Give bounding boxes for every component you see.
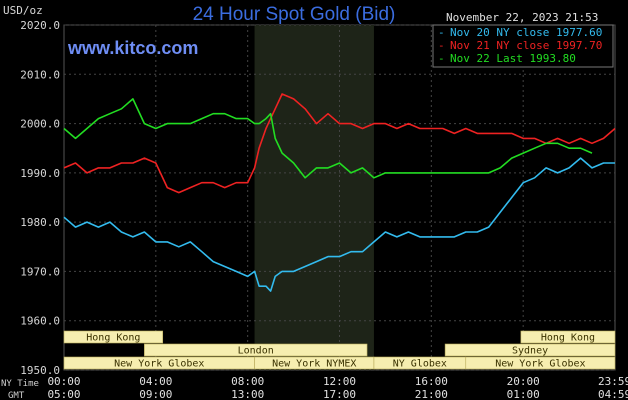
session-bar (444, 343, 616, 357)
session-bar (520, 330, 616, 344)
series-lines (63, 93, 616, 292)
legend-bullet-nov20: - (438, 26, 445, 39)
trading-sessions: Hong Kong Hong Kong London Sydney New York G… (63, 330, 616, 370)
session-label: New York NYMEX (272, 359, 356, 370)
y-tick-label: 1970.0 (20, 265, 60, 278)
y-axis-unit-label: USD/oz (3, 4, 43, 17)
x-tick-label-gmt: 17:00 (323, 388, 356, 400)
ny-time-row-label: NY Time (1, 379, 39, 389)
x-tick-label-gmt: 01:00 (507, 388, 540, 400)
nymex-highlight-region (254, 25, 374, 370)
legend: - Nov 20 NY close 1977.60 - Nov 21 NY cl… (432, 24, 614, 68)
x-tick-label-gmt: 13:00 (231, 388, 264, 400)
legend-bullet-nov21: - (438, 39, 445, 52)
session-bar (63, 330, 164, 344)
y-tick-label: 2000.0 (20, 118, 60, 131)
legend-box (432, 24, 614, 68)
legend-bullet-nov22: - (438, 52, 445, 65)
session-label: New York Globex (114, 359, 204, 370)
series-line-3 (63, 98, 593, 179)
y-tick-label: 1960.0 (20, 315, 60, 328)
x-tick-label-gmt: 05:00 (47, 388, 80, 400)
y-tick-label: 1990.0 (20, 167, 60, 180)
series-line-1 (63, 157, 615, 292)
session-label: Hong Kong (541, 333, 595, 344)
watermark-url: www.kitco.com (67, 38, 198, 58)
y-tick-label: 2020.0 (20, 19, 60, 32)
series-line-2 (63, 93, 616, 194)
highlight-band (254, 25, 374, 370)
y-axis: 2020.0 2010.0 2000.0 1990.0 1980.0 1970.0 1960… (20, 19, 60, 377)
legend-entry-nov22: Nov 22 Last 1993.80 (450, 52, 576, 65)
y-tick-label: 2010.0 (20, 68, 60, 81)
x-tick-label-ny: 04:00 (139, 375, 172, 388)
x-tick-label-ny: 00:00 (47, 375, 80, 388)
x-tick-label-ny: 20:00 (507, 375, 540, 388)
session-label: Sydney (512, 346, 548, 357)
session-label: NY Globex (393, 359, 447, 370)
x-tick-label-ny: 16:00 (415, 375, 448, 388)
timestamp: November 22, 2023 21:53 (446, 11, 598, 24)
y-tick-label: 1980.0 (20, 216, 60, 229)
session-label: New York Globex (495, 359, 585, 370)
y-tick-label: 1950.0 (20, 364, 60, 377)
session-bar (465, 356, 616, 370)
session-label: Hong Kong (86, 333, 140, 344)
x-tick-label-gmt: 09:00 (139, 388, 172, 400)
x-tick-label-gmt: 21:00 (415, 388, 448, 400)
x-tick-label-ny: 23:59 (598, 375, 628, 388)
x-tick-label-gmt: 04:59 (598, 388, 628, 400)
x-tick-label-ny: 08:00 (231, 375, 264, 388)
session-bar (144, 343, 368, 357)
chart-title: 24 Hour Spot Gold (Bid) (193, 4, 396, 25)
legend-entry-nov20: Nov 20 NY close 1977.60 (450, 26, 602, 39)
legend-entry-nov21: Nov 21 NY close 1997.70 (450, 39, 602, 52)
x-tick-label-ny: 12:00 (323, 375, 356, 388)
session-label: London (238, 346, 274, 357)
gmt-row-label: GMT (8, 391, 25, 400)
